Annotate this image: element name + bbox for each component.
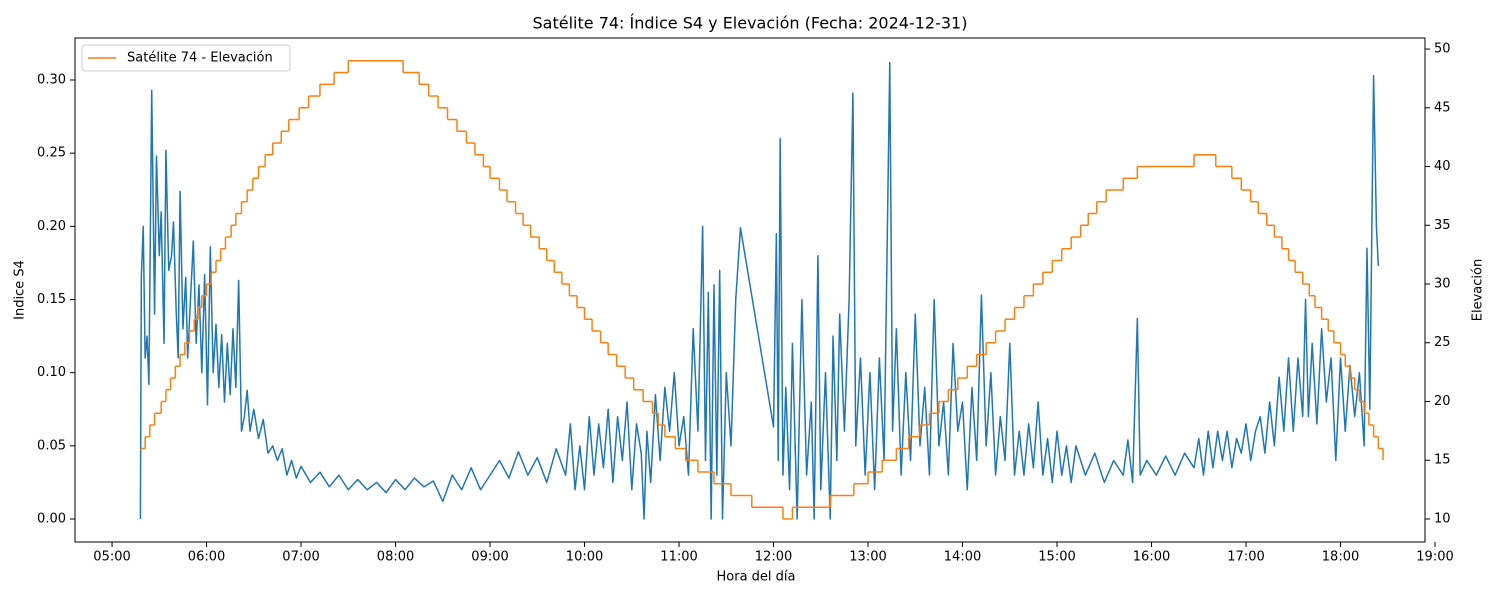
y-tick-label: 0.05 bbox=[37, 438, 66, 453]
legend-label: Satélite 74 - Elevación bbox=[127, 51, 273, 66]
plot-frame bbox=[74, 37, 1426, 543]
x-tick-label: 12:00 bbox=[755, 550, 792, 565]
x-tick-label: 17:00 bbox=[1227, 550, 1264, 565]
series-line bbox=[139, 61, 1380, 520]
y-tick-label: 0.30 bbox=[37, 73, 66, 88]
y2-tick-label: 50 bbox=[1434, 42, 1451, 57]
plot-area bbox=[139, 60, 1384, 520]
x-tick-label: 07:00 bbox=[282, 550, 319, 565]
x-tick-label: 13:00 bbox=[849, 550, 886, 565]
y2-tick-label: 35 bbox=[1434, 218, 1451, 233]
y2-axis-label: Elevación bbox=[1471, 259, 1486, 321]
y2-tick-label: 20 bbox=[1434, 394, 1451, 409]
y-tick-label: 0.20 bbox=[37, 219, 66, 234]
x-axis-label: Hora del día bbox=[717, 570, 796, 585]
y2-tick-label: 15 bbox=[1434, 453, 1451, 468]
chart-title: Satélite 74: Índice S4 y Elevación (Fech… bbox=[533, 14, 968, 33]
x-tick-label: 05:00 bbox=[93, 550, 130, 565]
x-tick-label: 16:00 bbox=[1133, 550, 1170, 565]
y-axis-label: Indice S4 bbox=[13, 260, 28, 320]
y2-tick-label: 30 bbox=[1434, 277, 1451, 292]
y-tick-label: 0.25 bbox=[37, 146, 66, 161]
x-tick-label: 10:00 bbox=[566, 550, 603, 565]
y-tick-label: 0.00 bbox=[37, 512, 66, 527]
y2-tick-label: 10 bbox=[1434, 511, 1451, 526]
x-tick-label: 08:00 bbox=[377, 550, 414, 565]
y-tick-label: 0.10 bbox=[37, 365, 66, 380]
x-tick-label: 11:00 bbox=[660, 550, 697, 565]
y-tick-label: 0.15 bbox=[37, 292, 66, 307]
legend-box bbox=[81, 44, 291, 72]
x-tick-label: 06:00 bbox=[188, 550, 225, 565]
x-tick-label: 14:00 bbox=[944, 550, 981, 565]
y2-tick-label: 40 bbox=[1434, 159, 1451, 174]
x-tick-label: 18:00 bbox=[1322, 550, 1359, 565]
x-tick-label: 15:00 bbox=[1038, 550, 1075, 565]
x-tick-label: 09:00 bbox=[471, 550, 508, 565]
y2-tick-label: 25 bbox=[1434, 335, 1451, 350]
x-tick-label: 19:00 bbox=[1416, 550, 1453, 565]
y2-tick-label: 45 bbox=[1434, 100, 1451, 115]
